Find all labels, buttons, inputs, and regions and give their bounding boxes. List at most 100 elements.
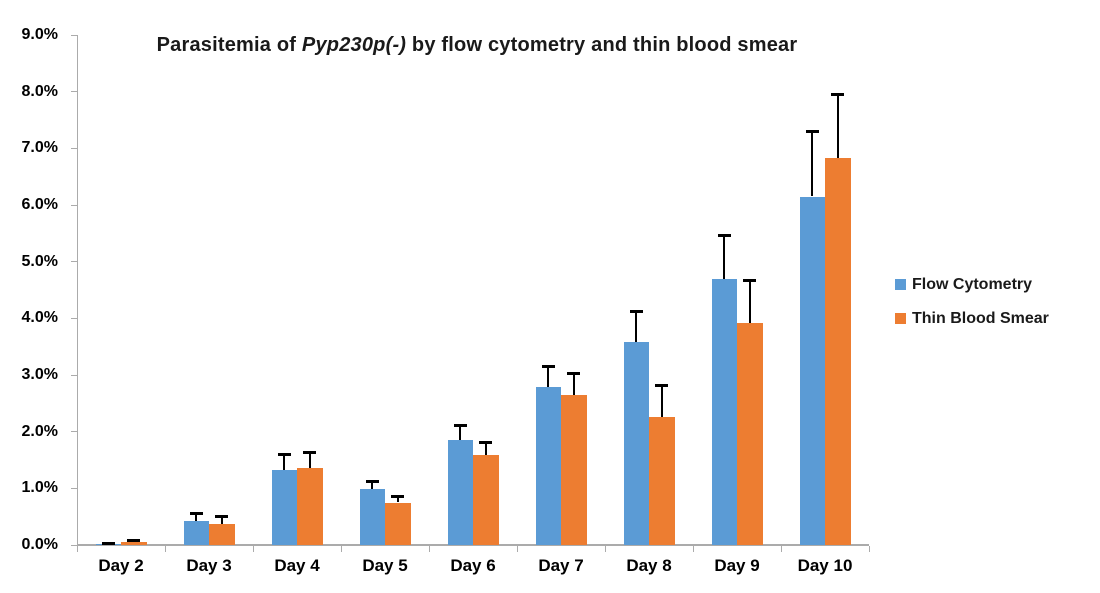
bar-thin-blood-smear-day-6 <box>473 455 499 545</box>
y-tick-label: 4.0% <box>21 309 58 327</box>
error-bar-cap-thin-blood-smear-day-5 <box>391 494 405 498</box>
error-bar-cap-flow-cytometry-day-4 <box>277 452 291 456</box>
chart-title-gene-name: Pyp230p(-) <box>301 34 407 56</box>
x-tick-label: Day 8 <box>626 556 672 575</box>
y-axis-tick <box>71 487 77 489</box>
y-axis-tick <box>71 431 77 433</box>
bar-thin-blood-smear-day-7 <box>561 394 587 545</box>
y-tick-label: 6.0% <box>21 196 58 213</box>
error-bar-thin-blood-smear-day-4 <box>308 452 311 468</box>
x-tick-label: Day 7 <box>538 556 584 575</box>
error-bar-cap-flow-cytometry-day-9 <box>717 234 731 238</box>
error-bar-thin-blood-smear-day-3 <box>220 516 223 525</box>
error-bar-flow-cytometry-day-9 <box>723 235 726 279</box>
y-tick-label: 2.0% <box>21 422 58 440</box>
bar-flow-cytometry-day-8 <box>623 342 649 545</box>
chart-title: Parasitemia of Pyp230p(-) by flow cytome… <box>77 34 877 57</box>
y-axis-line <box>77 35 78 546</box>
legend: Flow Cytometry Thin Blood Smear <box>895 276 1049 344</box>
legend-swatch-flow-cytometry <box>895 279 906 290</box>
bar-flow-cytometry-day-4 <box>271 469 297 545</box>
error-bar-flow-cytometry-day-8 <box>635 310 638 343</box>
x-axis-tick <box>869 546 870 552</box>
bar-flow-cytometry-day-7 <box>535 387 561 545</box>
error-bar-cap-flow-cytometry-day-5 <box>365 479 379 483</box>
y-tick-label: 9.0% <box>21 26 58 43</box>
x-axis-tick <box>605 546 606 552</box>
x-axis-tick <box>693 546 694 552</box>
legend-item-thin-blood-smear: Thin Blood Smear <box>895 310 1049 327</box>
y-tick-label: 3.0% <box>21 366 58 383</box>
y-tick-label: 7.0% <box>21 139 58 157</box>
bar-thin-blood-smear-day-10 <box>825 157 851 545</box>
error-bar-cap-flow-cytometry-day-7 <box>541 364 555 368</box>
error-bar-thin-blood-smear-day-8 <box>660 384 663 417</box>
error-bar-cap-thin-blood-smear-day-10 <box>831 92 845 96</box>
x-axis-tick <box>253 546 254 552</box>
error-bar-cap-thin-blood-smear-day-9 <box>743 278 757 282</box>
y-tick-label: 1.0% <box>21 479 58 497</box>
y-axis-tick <box>71 374 77 376</box>
x-axis-tick <box>165 546 166 552</box>
error-bar-cap-flow-cytometry-day-8 <box>629 309 643 313</box>
error-bar-cap-flow-cytometry-day-2 <box>101 541 115 545</box>
bar-flow-cytometry-day-3 <box>183 521 209 545</box>
error-bar-thin-blood-smear-day-9 <box>748 279 751 324</box>
x-tick-label: Day 5 <box>362 556 408 575</box>
x-tick-label: Day 6 <box>450 556 496 575</box>
x-tick-label: Day 2 <box>98 556 144 575</box>
y-axis-tick <box>71 147 77 149</box>
y-axis-tick <box>71 34 77 36</box>
error-bar-flow-cytometry-day-7 <box>547 365 550 388</box>
bar-thin-blood-smear-day-9 <box>737 323 763 545</box>
error-bar-cap-thin-blood-smear-day-2 <box>127 539 141 543</box>
y-tick-label: 0.0% <box>21 536 58 553</box>
x-axis-tick <box>77 546 78 552</box>
error-bar-cap-thin-blood-smear-day-4 <box>303 451 317 455</box>
bar-thin-blood-smear-day-8 <box>649 416 675 545</box>
y-axis-tick <box>71 317 77 319</box>
y-tick-label: 5.0% <box>21 252 58 270</box>
error-bar-thin-blood-smear-day-7 <box>572 372 575 395</box>
error-bar-cap-thin-blood-smear-day-8 <box>655 383 669 387</box>
bar-flow-cytometry-day-5 <box>359 489 385 545</box>
y-axis-tick <box>71 204 77 206</box>
bar-thin-blood-smear-day-2 <box>121 542 147 545</box>
y-axis-tick <box>71 91 77 93</box>
bar-flow-cytometry-day-6 <box>447 440 473 545</box>
error-bar-thin-blood-smear-day-5 <box>396 495 399 503</box>
error-bar-flow-cytometry-day-5 <box>371 480 374 490</box>
bar-thin-blood-smear-day-5 <box>385 502 411 545</box>
y-axis-tick <box>71 261 77 263</box>
x-axis-tick <box>341 546 342 552</box>
error-bar-cap-flow-cytometry-day-3 <box>189 511 203 515</box>
x-axis-tick <box>781 546 782 552</box>
x-axis-tick <box>429 546 430 552</box>
chart-title-suffix: by flow cytometry and thin blood smear <box>406 34 798 56</box>
legend-label-thin-blood-smear: Thin Blood Smear <box>912 310 1049 327</box>
chart-title-prefix: Parasitemia of <box>156 34 302 56</box>
x-axis-tick <box>517 546 518 552</box>
bar-flow-cytometry-day-10 <box>799 196 825 545</box>
error-bar-thin-blood-smear-day-10 <box>836 93 839 158</box>
x-axis-line <box>77 544 869 546</box>
error-bar-flow-cytometry-day-4 <box>283 453 286 470</box>
error-bar-cap-thin-blood-smear-day-7 <box>567 371 581 375</box>
x-tick-label: Day 4 <box>274 556 320 575</box>
y-tick-label: 8.0% <box>21 82 58 100</box>
error-bar-flow-cytometry-day-6 <box>459 425 462 441</box>
bar-thin-blood-smear-day-3 <box>209 524 235 545</box>
y-axis-tick <box>71 544 77 546</box>
bar-flow-cytometry-day-9 <box>711 278 737 545</box>
error-bar-cap-thin-blood-smear-day-6 <box>479 440 493 444</box>
x-tick-label: Day 10 <box>797 556 853 575</box>
legend-swatch-thin-blood-smear <box>895 313 906 324</box>
legend-item-flow-cytometry: Flow Cytometry <box>895 276 1049 293</box>
error-bar-flow-cytometry-day-3 <box>195 512 198 522</box>
error-bar-thin-blood-smear-day-6 <box>484 441 487 456</box>
error-bar-cap-flow-cytometry-day-10 <box>805 129 819 133</box>
legend-label-flow-cytometry: Flow Cytometry <box>912 276 1033 293</box>
x-tick-label: Day 3 <box>186 556 232 575</box>
error-bar-cap-flow-cytometry-day-6 <box>453 424 467 428</box>
